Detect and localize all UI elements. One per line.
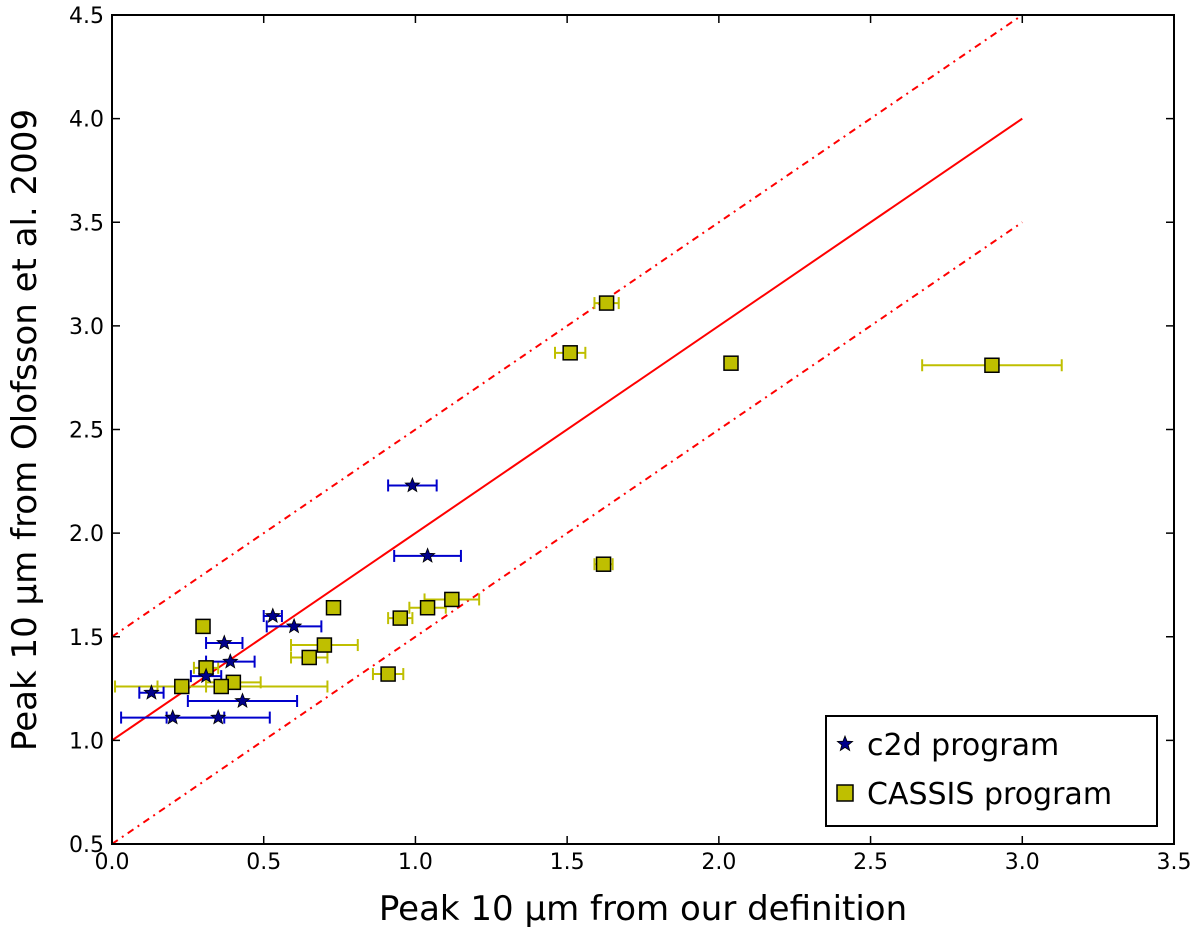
legend-frame	[825, 715, 1158, 827]
reference-line-3	[112, 221, 1023, 844]
cassis-point-11	[301, 649, 317, 666]
x-axis-label: Peak 10 μm from our definition	[379, 889, 907, 929]
cassis-point-4	[595, 556, 612, 572]
x-tick-label-5: 2.5	[853, 850, 888, 875]
y-tick-label-8: 4.5	[69, 4, 104, 29]
c2d-point-7	[143, 684, 160, 700]
x-tick-label-1: 0.5	[246, 850, 281, 875]
y-tick-label-3: 2.0	[69, 522, 104, 547]
c2d-point-10	[210, 708, 227, 725]
cassis-point-5	[444, 591, 460, 608]
y-tick-label-5: 3.0	[69, 315, 104, 340]
c2d-point-8	[234, 692, 251, 709]
cassis-point-2	[723, 355, 739, 371]
legend-cassis-marker	[836, 784, 854, 802]
y-tick-label-6: 3.5	[69, 211, 104, 236]
x-tick-label-0: 0.0	[95, 850, 130, 875]
reference-line-2	[112, 15, 1023, 638]
y-axis-label: Peak 10 μm from Olofsson et al. 2009	[5, 109, 45, 751]
y-tick-label-1: 1.0	[69, 729, 104, 754]
legend-c2d-marker	[836, 734, 854, 752]
legend-c2d-label: c2d program	[867, 728, 1059, 763]
y-tick-label-0: 0.5	[69, 833, 104, 858]
legend: c2d program CASSIS program	[825, 715, 1158, 827]
cassis-point-13	[380, 666, 396, 682]
x-tick-label-2: 1.0	[398, 850, 433, 875]
cassis-point-0	[598, 295, 615, 311]
y-tick-label-2: 1.5	[69, 626, 104, 651]
cassis-point-10	[316, 637, 333, 653]
cassis-point-9	[195, 618, 211, 635]
x-tick-label-6: 3.0	[1005, 850, 1040, 875]
c2d-point-0	[404, 476, 421, 493]
y-tick-label-7: 4.0	[69, 108, 104, 133]
reference-line-1	[112, 117, 1023, 742]
c2d-point-9	[164, 708, 181, 725]
x-tick-label-4: 2.0	[701, 850, 736, 875]
c2d-point-5	[222, 652, 239, 669]
c2d-point-1	[419, 547, 436, 563]
cassis-point-1	[562, 345, 578, 361]
y-tick-label-4: 2.5	[69, 419, 104, 444]
cassis-point-7	[419, 599, 436, 616]
cassis-point-16	[213, 678, 229, 695]
c2d-point-4	[216, 634, 233, 650]
cassis-point-15	[174, 678, 190, 695]
x-tick-label-3: 1.5	[550, 850, 585, 875]
cassis-point-3	[984, 357, 1000, 374]
x-tick-label-7: 3.5	[1157, 850, 1192, 875]
c2d-point-2	[264, 607, 282, 624]
legend-cassis-label: CASSIS program	[867, 777, 1112, 812]
c2d-point-3	[285, 617, 303, 634]
cassis-point-6	[325, 599, 342, 616]
cassis-point-8	[392, 610, 409, 626]
c2d-point-6	[197, 667, 215, 684]
